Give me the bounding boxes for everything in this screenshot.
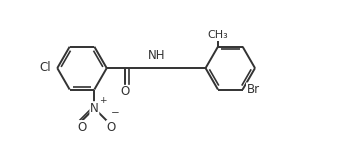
Text: O: O — [121, 85, 130, 98]
Text: Br: Br — [247, 83, 260, 96]
Text: NH: NH — [147, 49, 165, 62]
Text: −: − — [111, 108, 120, 118]
Text: +: + — [99, 96, 106, 105]
Text: O: O — [107, 121, 116, 134]
Text: CH₃: CH₃ — [208, 30, 228, 40]
Text: O: O — [78, 121, 87, 134]
Text: N: N — [90, 102, 99, 115]
Text: Cl: Cl — [39, 61, 51, 74]
